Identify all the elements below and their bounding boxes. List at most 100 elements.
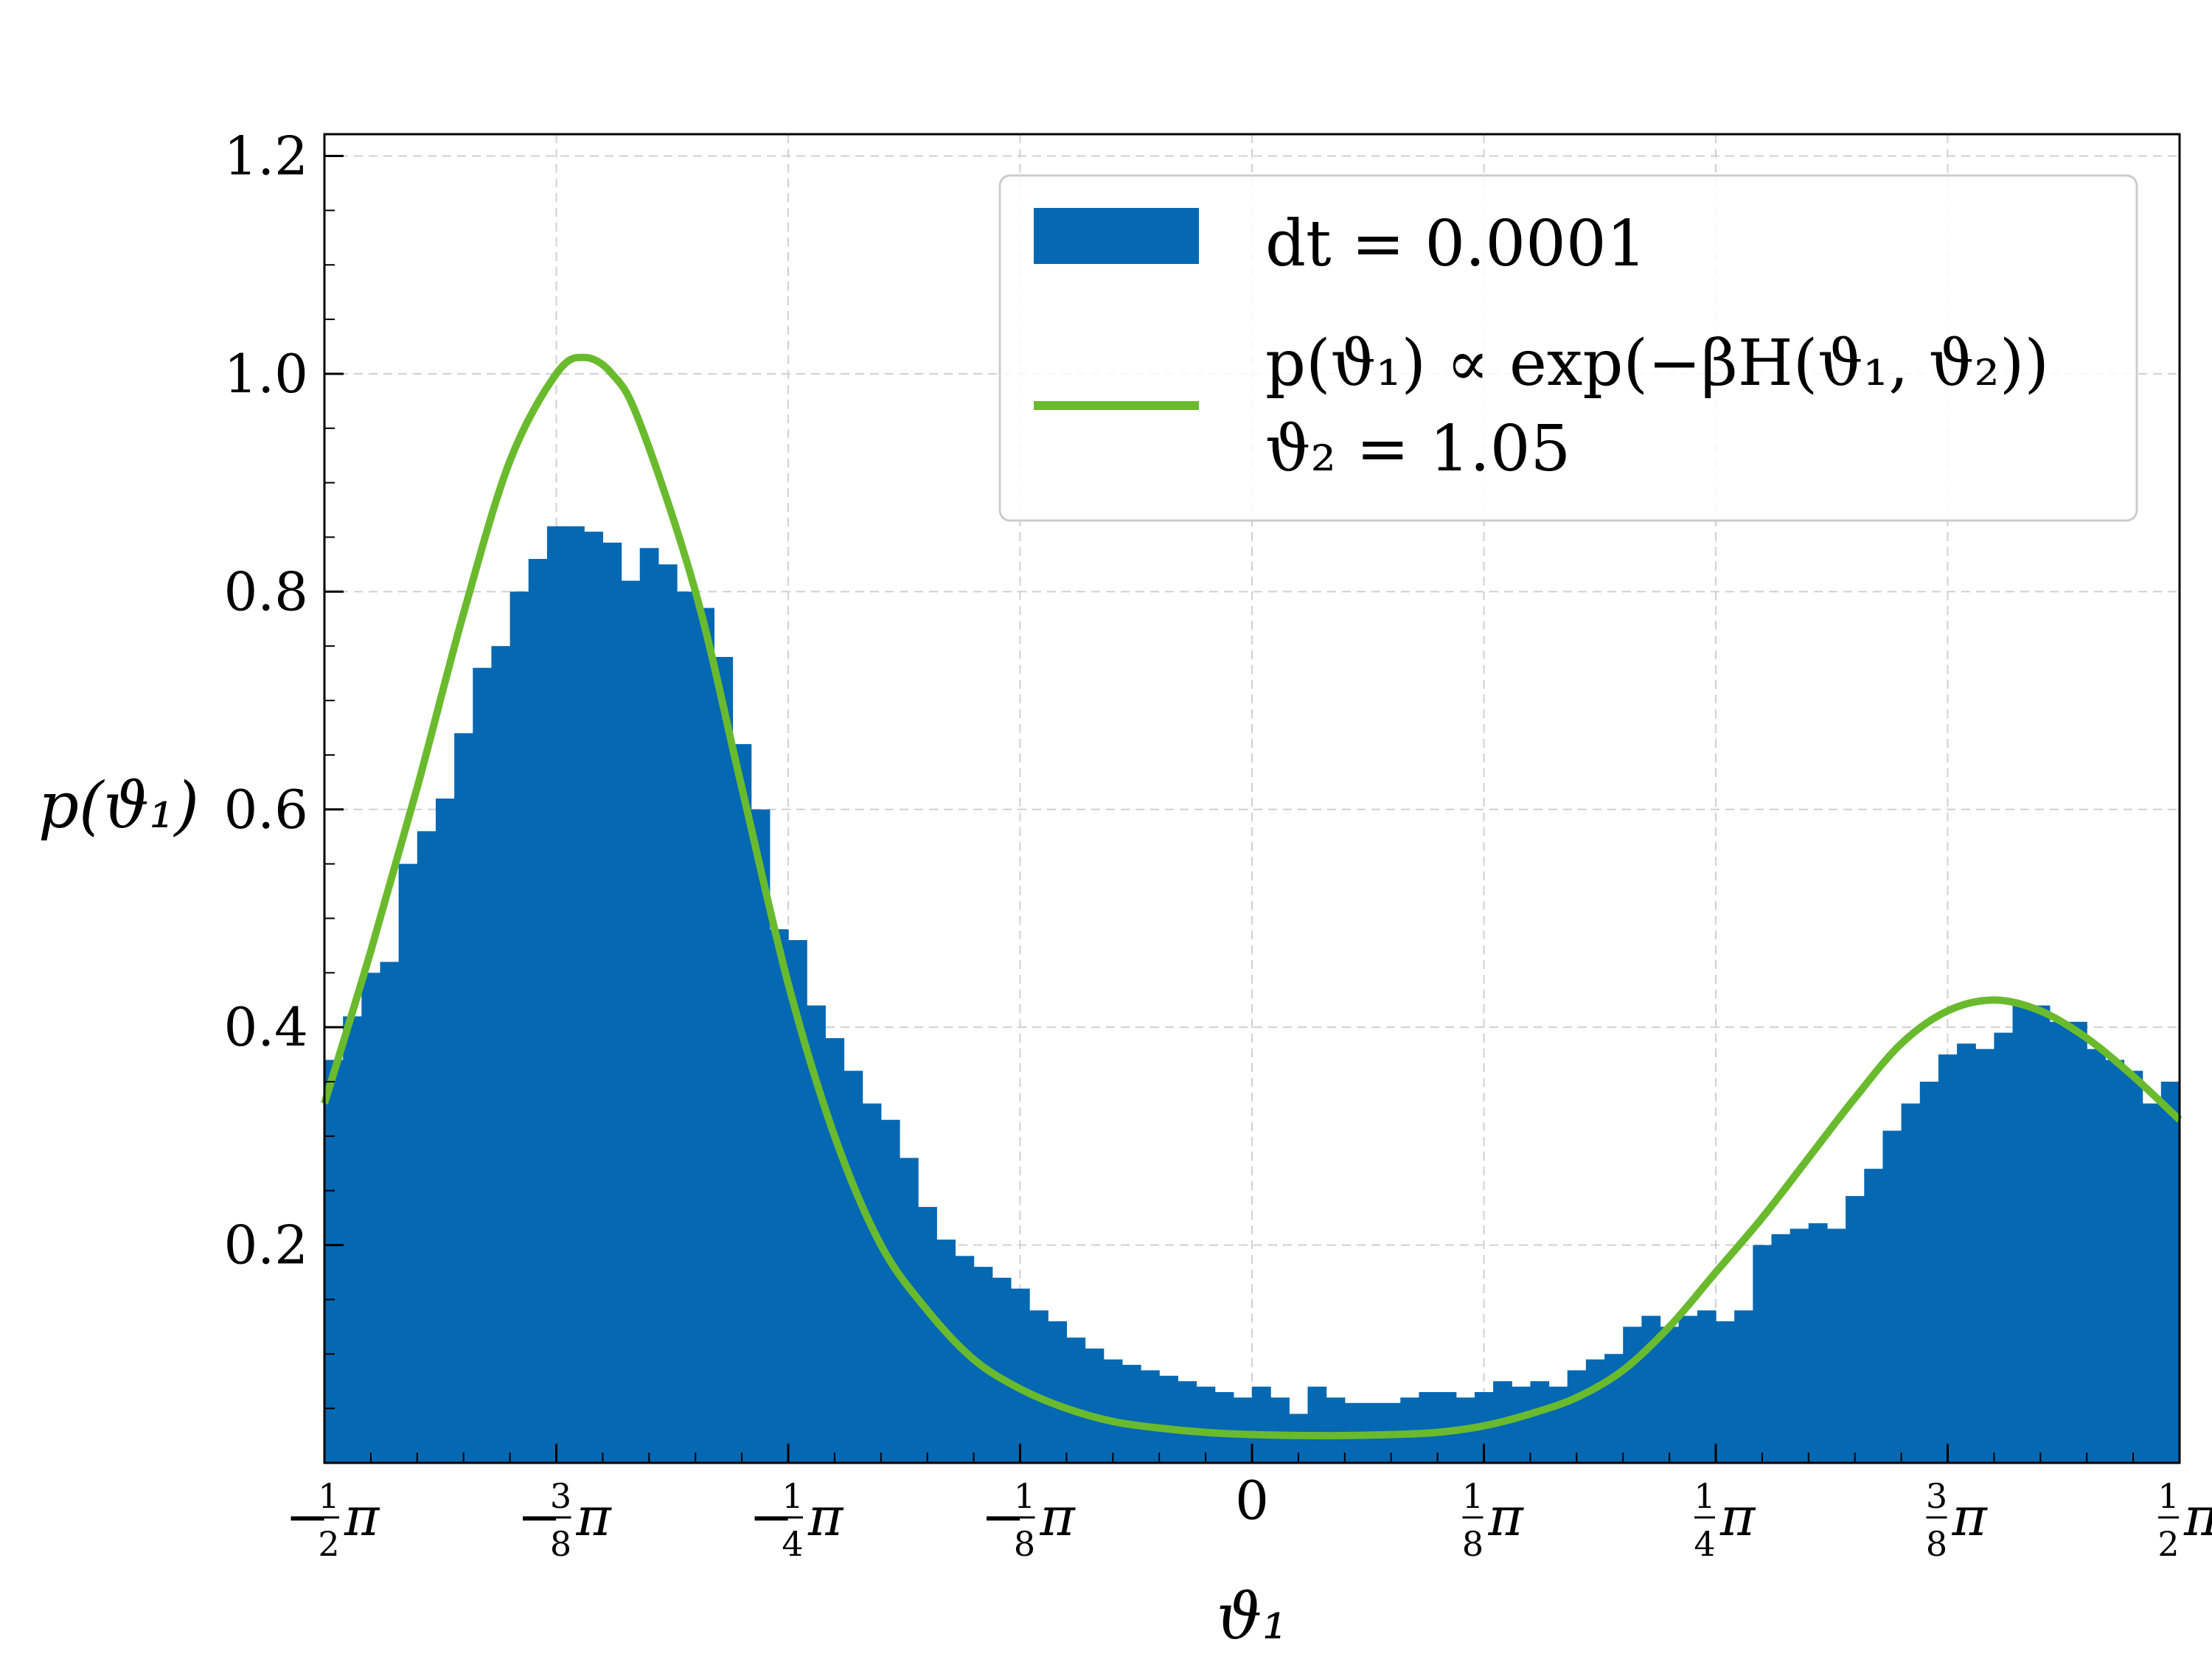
histogram-bar	[1790, 1228, 1809, 1463]
histogram-bar	[1716, 1321, 1735, 1463]
histogram-bar	[2068, 1021, 2087, 1463]
histogram-bar	[1530, 1381, 1550, 1463]
histogram-bar	[936, 1239, 956, 1463]
x-tick-denominator: 8	[550, 1524, 571, 1564]
histogram-bar	[1307, 1386, 1327, 1463]
y-axis-label: p(ϑ₁)	[38, 769, 199, 843]
histogram-bar	[1975, 1048, 1994, 1463]
histogram-bar	[1808, 1223, 1828, 1463]
histogram-bar	[1326, 1397, 1346, 1463]
histogram-bar	[1178, 1381, 1197, 1463]
histogram-bar	[769, 929, 789, 1463]
x-tick-label: 3 8 π	[1926, 1476, 1989, 1564]
histogram-bar	[880, 1119, 900, 1463]
histogram-bar	[714, 656, 734, 1463]
x-tick-pi: π	[1952, 1486, 1989, 1548]
histogram-bars	[324, 526, 2180, 1464]
histogram-bar	[658, 564, 678, 1463]
histogram-bar	[1141, 1370, 1160, 1463]
x-tick-numerator: 1	[1694, 1476, 1715, 1516]
x-tick-numerator: 3	[550, 1476, 571, 1516]
x-tick-numerator: 1	[1014, 1476, 1035, 1516]
x-tick-pi: π	[344, 1486, 380, 1548]
histogram-bar	[1734, 1310, 1753, 1463]
histogram-bar	[1846, 1196, 1865, 1463]
histogram-bar	[1938, 1054, 1958, 1463]
histogram-bar	[1585, 1359, 1605, 1463]
histogram-bar	[1771, 1234, 1791, 1463]
x-tick-label: 1 4 π	[1694, 1476, 1756, 1564]
histogram-bar	[1957, 1043, 1976, 1463]
histogram-bar	[844, 1071, 863, 1463]
y-tick-label: 0.4	[223, 996, 308, 1058]
histogram-bar	[899, 1158, 919, 1463]
histogram-bar	[566, 526, 585, 1463]
histogram-bar	[1994, 1032, 2014, 1463]
histogram-bar	[343, 1016, 362, 1463]
histogram-bar	[1270, 1397, 1290, 1463]
legend-hist-swatch	[1034, 208, 1199, 264]
y-tick-label: 0.2	[223, 1214, 308, 1276]
x-tick-numerator: 1	[782, 1476, 803, 1516]
x-tick-denominator: 8	[1926, 1524, 1947, 1564]
histogram-bar	[1548, 1386, 1568, 1463]
histogram-bar	[825, 1037, 845, 1463]
histogram-bar	[380, 961, 400, 1463]
histogram-bar	[584, 532, 603, 1463]
x-tick-label: 0	[1235, 1470, 1269, 1531]
histogram-bar	[417, 831, 437, 1463]
histogram-bar	[1697, 1310, 1717, 1463]
histogram-bar	[1678, 1315, 1698, 1463]
histogram-bar	[1010, 1288, 1030, 1463]
histogram-bar	[324, 1060, 344, 1463]
histogram-bar	[1882, 1130, 1902, 1463]
histogram-bar	[732, 744, 752, 1463]
y-tick-label: 0.6	[223, 779, 308, 841]
histogram-bar	[546, 526, 566, 1463]
histogram-bar	[992, 1277, 1012, 1463]
x-tick-pi: π	[807, 1486, 844, 1548]
x-tick-denominator: 2	[2157, 1524, 2179, 1564]
x-tick-pi: π	[1040, 1486, 1077, 1548]
x-tick-label: −38 π	[518, 1476, 613, 1564]
histogram-bar	[2142, 1103, 2162, 1463]
y-tick-label: 0.8	[223, 560, 308, 622]
histogram-bar	[1660, 1326, 1680, 1463]
histogram-bar	[2105, 1060, 2125, 1463]
x-axis-label: ϑ₁	[1217, 1580, 1287, 1654]
histogram-bar	[1103, 1359, 1123, 1463]
histogram-bar	[1214, 1391, 1234, 1463]
legend-hist-label: dt = 0.0001	[1265, 207, 1646, 281]
histogram-bar	[1623, 1326, 1642, 1463]
histogram-bar	[361, 973, 381, 1463]
x-tick-label: −18 π	[981, 1476, 1077, 1564]
x-tick-denominator: 4	[1694, 1524, 1715, 1564]
x-tick-label: −14 π	[749, 1476, 844, 1564]
x-tick-label-text: 0	[1235, 1470, 1269, 1531]
x-tick-label: −12 π	[285, 1476, 380, 1564]
histogram-bar	[1512, 1386, 1531, 1463]
histogram-bar	[1901, 1103, 1921, 1463]
histogram-bar	[2087, 1048, 2106, 1463]
legend: dt = 0.0001 p(ϑ₁) ∝ exp(−βH(ϑ₁, ϑ₂)) ϑ₂ …	[998, 174, 2138, 522]
histogram-bar	[1233, 1397, 1253, 1463]
histogram-bar	[677, 591, 696, 1464]
histogram-bar	[435, 799, 455, 1463]
y-tick-label: 1.2	[223, 125, 308, 187]
x-tick-denominator: 8	[1462, 1524, 1484, 1564]
x-tick-pi: π	[1719, 1486, 1756, 1548]
theory-curve-line	[321, 353, 2183, 1440]
y-tick-label: 1.0	[223, 343, 308, 405]
x-tick-pi: π	[1488, 1486, 1525, 1548]
x-tick-denominator: 2	[318, 1524, 339, 1564]
x-tick-pi: π	[2183, 1486, 2212, 1548]
histogram-bar	[509, 591, 529, 1464]
histogram-bar	[862, 1103, 882, 1463]
theory-curve	[321, 353, 2183, 1440]
histogram-bar	[1029, 1310, 1048, 1463]
histogram-bar	[1196, 1386, 1216, 1463]
axis-ticks	[323, 155, 2181, 1463]
histogram-bar	[473, 667, 493, 1463]
histogram-bar	[639, 548, 659, 1463]
y-tick-labels: 0.2 0.4 0.6 0.8 1.0 1.2	[223, 125, 308, 1276]
